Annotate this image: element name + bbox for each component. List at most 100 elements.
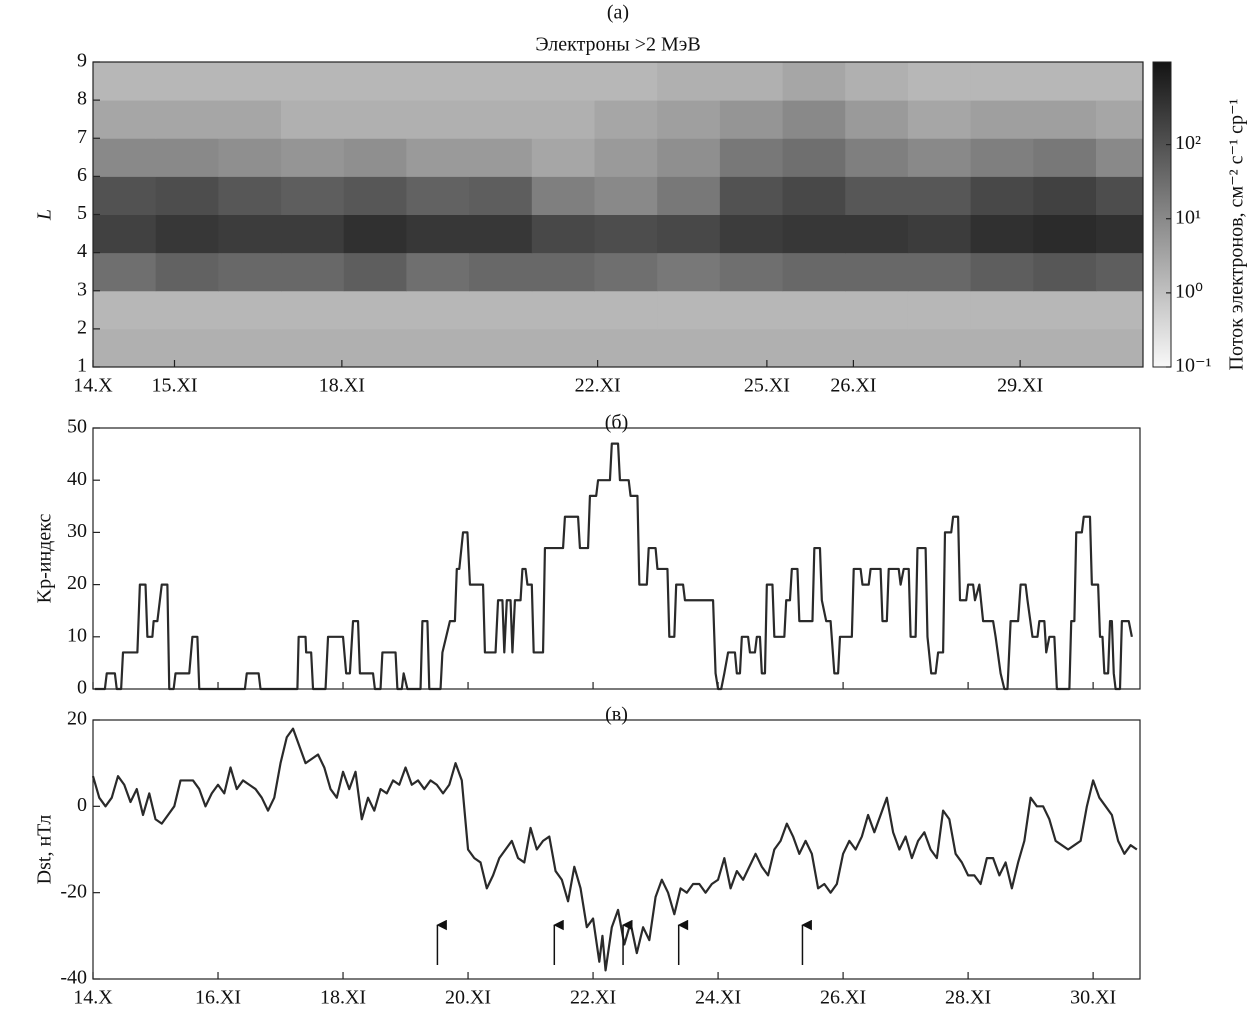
heatmap-cell <box>1033 214 1097 254</box>
heatmap-cell <box>343 290 407 330</box>
x-tick-label: 22.XI <box>575 375 621 397</box>
heatmap-cell <box>845 328 909 367</box>
heatmap-cell <box>406 62 470 101</box>
heatmap-cell <box>594 62 658 101</box>
heatmap-cell <box>719 328 784 367</box>
heatmap-cell <box>531 62 595 101</box>
heatmap-cell <box>155 100 219 139</box>
y-tick-label: 20 <box>67 572 87 594</box>
colorbar-tick-label: 10⁰ <box>1175 280 1203 302</box>
heatmap-cell <box>907 290 972 330</box>
heatmap-cell <box>469 328 533 367</box>
x-tick-label: 18.XI <box>319 375 365 397</box>
heatmap-cell <box>343 176 407 215</box>
y-tick-label: -20 <box>60 880 87 902</box>
heatmap-cell <box>845 62 909 101</box>
heatmap-cell <box>155 214 219 254</box>
heatmap-cell <box>1095 214 1143 254</box>
heatmap-cell <box>782 214 846 254</box>
heatmap-cell <box>406 290 470 330</box>
colorbar-tick-label: 10⁻¹ <box>1175 355 1212 377</box>
y-axis-label: L <box>34 209 56 221</box>
heatmap-cell <box>531 252 595 292</box>
heatmap-cell <box>907 62 972 101</box>
heatmap-cell <box>594 214 658 254</box>
heatmap-cell <box>218 176 282 215</box>
y-tick-label: 8 <box>77 88 87 110</box>
heatmap-cell <box>657 214 721 254</box>
heatmap-cell <box>1033 290 1097 330</box>
heatmap <box>93 62 1143 367</box>
heatmap-cell <box>343 252 407 292</box>
heatmap-cell <box>970 62 1034 101</box>
heatmap-cell <box>281 100 345 139</box>
heatmap-cell <box>469 252 533 292</box>
heatmap-cell <box>1095 62 1143 101</box>
heatmap-cell <box>657 252 721 292</box>
heatmap-cell <box>155 176 219 215</box>
x-tick-label: 14.X <box>73 987 113 1009</box>
heatmap-cell <box>93 62 157 101</box>
heatmap-cell <box>93 138 157 177</box>
heatmap-cell <box>469 100 533 139</box>
heatmap-cell <box>93 290 157 330</box>
x-tick-label: 26.XI <box>830 375 876 397</box>
heatmap-cell <box>218 328 282 367</box>
heatmap-cell <box>155 138 219 177</box>
data-line <box>91 727 1138 972</box>
heatmap-cell <box>218 62 282 101</box>
heatmap-cell <box>845 290 909 330</box>
panel-title: (а) <box>607 2 629 24</box>
heatmap-cell <box>970 214 1034 254</box>
heatmap-cell <box>531 138 595 177</box>
heatmap-cell <box>281 176 345 215</box>
heatmap-cell <box>845 214 909 254</box>
colorbar-label: Поток электронов, см⁻² с⁻¹ ср⁻¹ <box>1226 99 1248 371</box>
heatmap-cell <box>782 138 846 177</box>
heatmap-cell <box>594 252 658 292</box>
heatmap-cell <box>845 176 909 215</box>
heatmap-cell <box>218 138 282 177</box>
data-line <box>94 442 1133 691</box>
heatmap-cell <box>531 176 595 215</box>
heatmap-cell <box>907 138 972 177</box>
plot-frame <box>92 427 1141 690</box>
x-tick-label: 20.XI <box>445 987 491 1009</box>
heatmap-cell <box>469 214 533 254</box>
heatmap-cell <box>845 252 909 292</box>
heatmap-cell <box>531 100 595 139</box>
heatmap-cell <box>406 328 470 367</box>
heatmap-cell <box>93 100 157 139</box>
heatmap-cell <box>657 328 721 367</box>
y-tick-label: 6 <box>77 164 87 186</box>
heatmap-cell <box>1095 100 1143 139</box>
heatmap-cell <box>657 176 721 215</box>
y-tick-label: 20 <box>67 708 87 730</box>
panel-title: (б) <box>605 412 629 434</box>
heatmap-cell <box>782 176 846 215</box>
heatmap-cell <box>531 214 595 254</box>
y-tick-label: 7 <box>77 126 87 148</box>
heatmap-cell <box>1095 290 1143 330</box>
heatmap-cell <box>93 252 157 292</box>
y-tick-label: 2 <box>77 316 87 338</box>
y-tick-label: 10 <box>67 624 87 646</box>
heatmap-cell <box>719 214 784 254</box>
heatmap-cell <box>1033 328 1097 367</box>
x-tick-label: 24.XI <box>695 987 741 1009</box>
heatmap-cell <box>845 138 909 177</box>
heatmap-cell <box>719 100 784 139</box>
heatmap-cell <box>281 328 345 367</box>
heatmap-cell <box>657 290 721 330</box>
heatmap-cell <box>907 214 972 254</box>
heatmap-cell <box>907 100 972 139</box>
x-tick-label: 18.XI <box>320 987 366 1009</box>
heatmap-cell <box>155 328 219 367</box>
heatmap-cell <box>93 214 157 254</box>
y-tick-label: 3 <box>77 278 87 300</box>
heatmap-cell <box>845 100 909 139</box>
heatmap-cell <box>469 62 533 101</box>
x-tick-label: 14.X <box>73 375 113 397</box>
x-tick-label: 28.XI <box>945 987 991 1009</box>
y-tick-label: 40 <box>67 468 87 490</box>
